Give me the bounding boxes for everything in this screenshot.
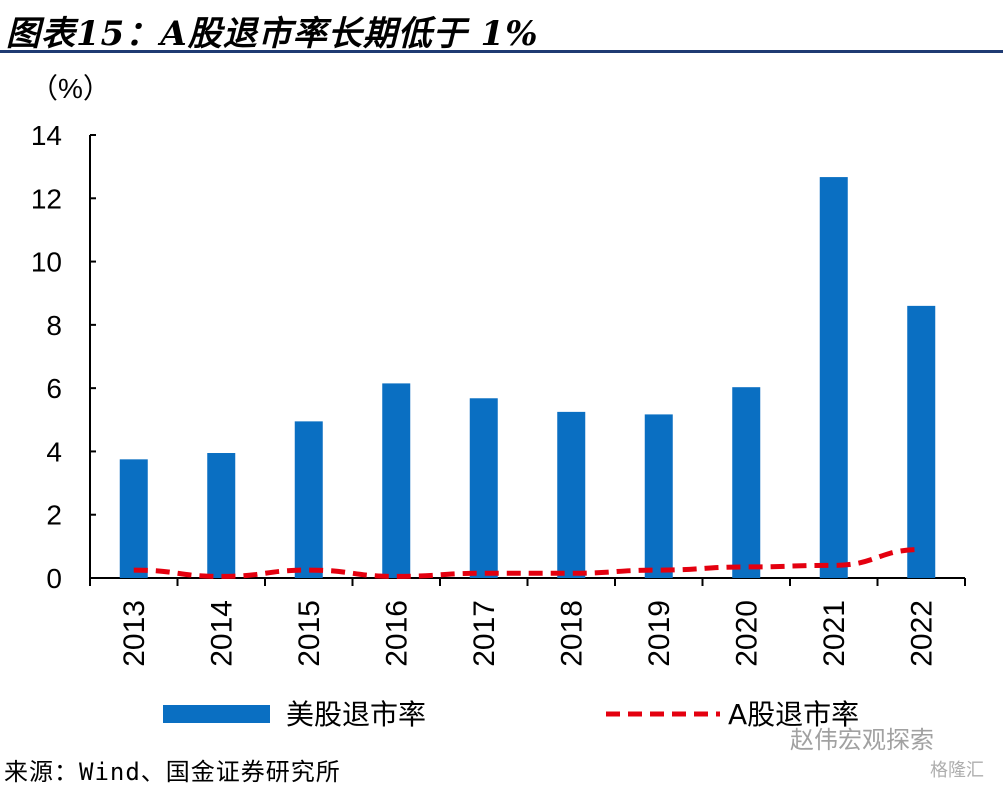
legend-label-line: A股退市率 [728,698,859,731]
x-tick-label: 2018 [555,600,588,667]
bar [732,387,761,578]
x-tick-label: 2022 [905,600,938,667]
y-tick-label: 12 [31,183,62,214]
watermark-text: 赵伟宏观探索 [790,727,934,754]
title-bar: 图表15：A股退市率长期低于 1% [0,0,1003,54]
x-tick-label: 2021 [818,600,851,667]
bar [469,398,498,578]
legend-label-bar: 美股退市率 [286,698,426,731]
bar [907,305,936,578]
bar [119,459,148,578]
bar [207,453,236,578]
series-line [133,547,922,579]
x-tick-label: 2014 [205,600,238,667]
y-tick-label: 0 [46,563,62,594]
x-tick-label: 2013 [118,600,151,667]
x-tick-label: 2017 [468,600,501,667]
y-tick-label: 4 [46,436,62,467]
x-tick-label: 2020 [730,600,763,667]
legend-swatch-bar [163,705,270,723]
watermark-brand: 格隆汇 [930,760,984,780]
y-tick-label: 8 [46,310,62,341]
bar [382,383,411,578]
chart-title: 图表15：A股退市率长期低于 1% [6,14,539,54]
title-rule [0,50,1003,53]
x-tick-label: 2015 [293,600,326,667]
x-tick-label: 2016 [380,600,413,667]
y-axis-label: （%） [30,73,111,104]
source-note: 来源：Wind、国金证券研究所 [4,758,341,786]
y-tick-label: 6 [46,373,62,404]
bar [644,414,673,578]
y-tick-label: 14 [31,120,62,151]
x-tick-label: 2019 [643,600,676,667]
bar [557,411,586,578]
y-tick-label: 2 [46,500,62,531]
bar [819,177,848,578]
bar [294,421,323,578]
y-tick-label: 10 [31,247,62,278]
